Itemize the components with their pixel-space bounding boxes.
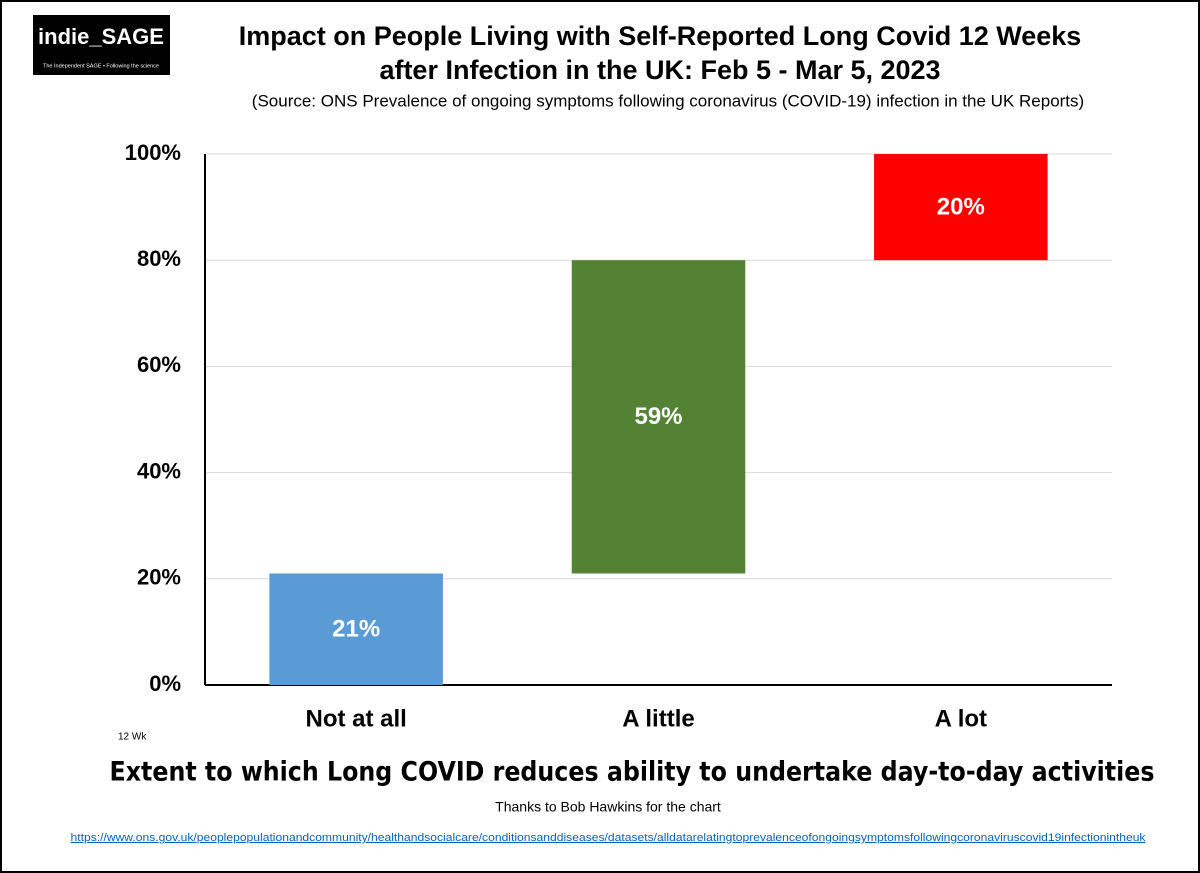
- y-tick-label: 60%: [137, 352, 181, 377]
- x-tick-label: A lot: [935, 705, 987, 732]
- value-label: 20%: [937, 193, 985, 220]
- chart-title: Impact on People Living with Self-Report…: [239, 21, 1082, 51]
- y-tick-label: 0%: [149, 671, 181, 696]
- logo-tagline: The Independent SAGE • Following the sci…: [43, 63, 159, 69]
- bar: [571, 260, 746, 574]
- value-label: 21%: [332, 616, 380, 643]
- x-tick-label: A little: [622, 705, 694, 732]
- annotation: 12 Wk: [118, 732, 147, 743]
- logo-box: [33, 15, 170, 75]
- x-axis-label: Extent to which Long COVID reduces abili…: [110, 757, 1155, 788]
- value-label: 59%: [634, 403, 682, 430]
- bar: [269, 573, 443, 685]
- x-tick-label: Not at all: [305, 705, 406, 732]
- y-tick-label: 40%: [137, 458, 181, 483]
- source-link[interactable]: https://www.ons.gov.uk/peoplepopulationa…: [71, 832, 1147, 844]
- bar: [874, 154, 1048, 261]
- credit: Thanks to Bob Hawkins for the chart: [495, 799, 721, 815]
- y-tick-label: 100%: [125, 140, 181, 165]
- y-tick-label: 80%: [137, 246, 181, 271]
- y-tick-label: 20%: [137, 565, 181, 590]
- chart-subtitle: (Source: ONS Prevalence of ongoing sympt…: [252, 91, 1084, 110]
- chart-title: after Infection in the UK: Feb 5 - Mar 5…: [379, 55, 940, 85]
- logo-name: indie_SAGE: [38, 24, 164, 49]
